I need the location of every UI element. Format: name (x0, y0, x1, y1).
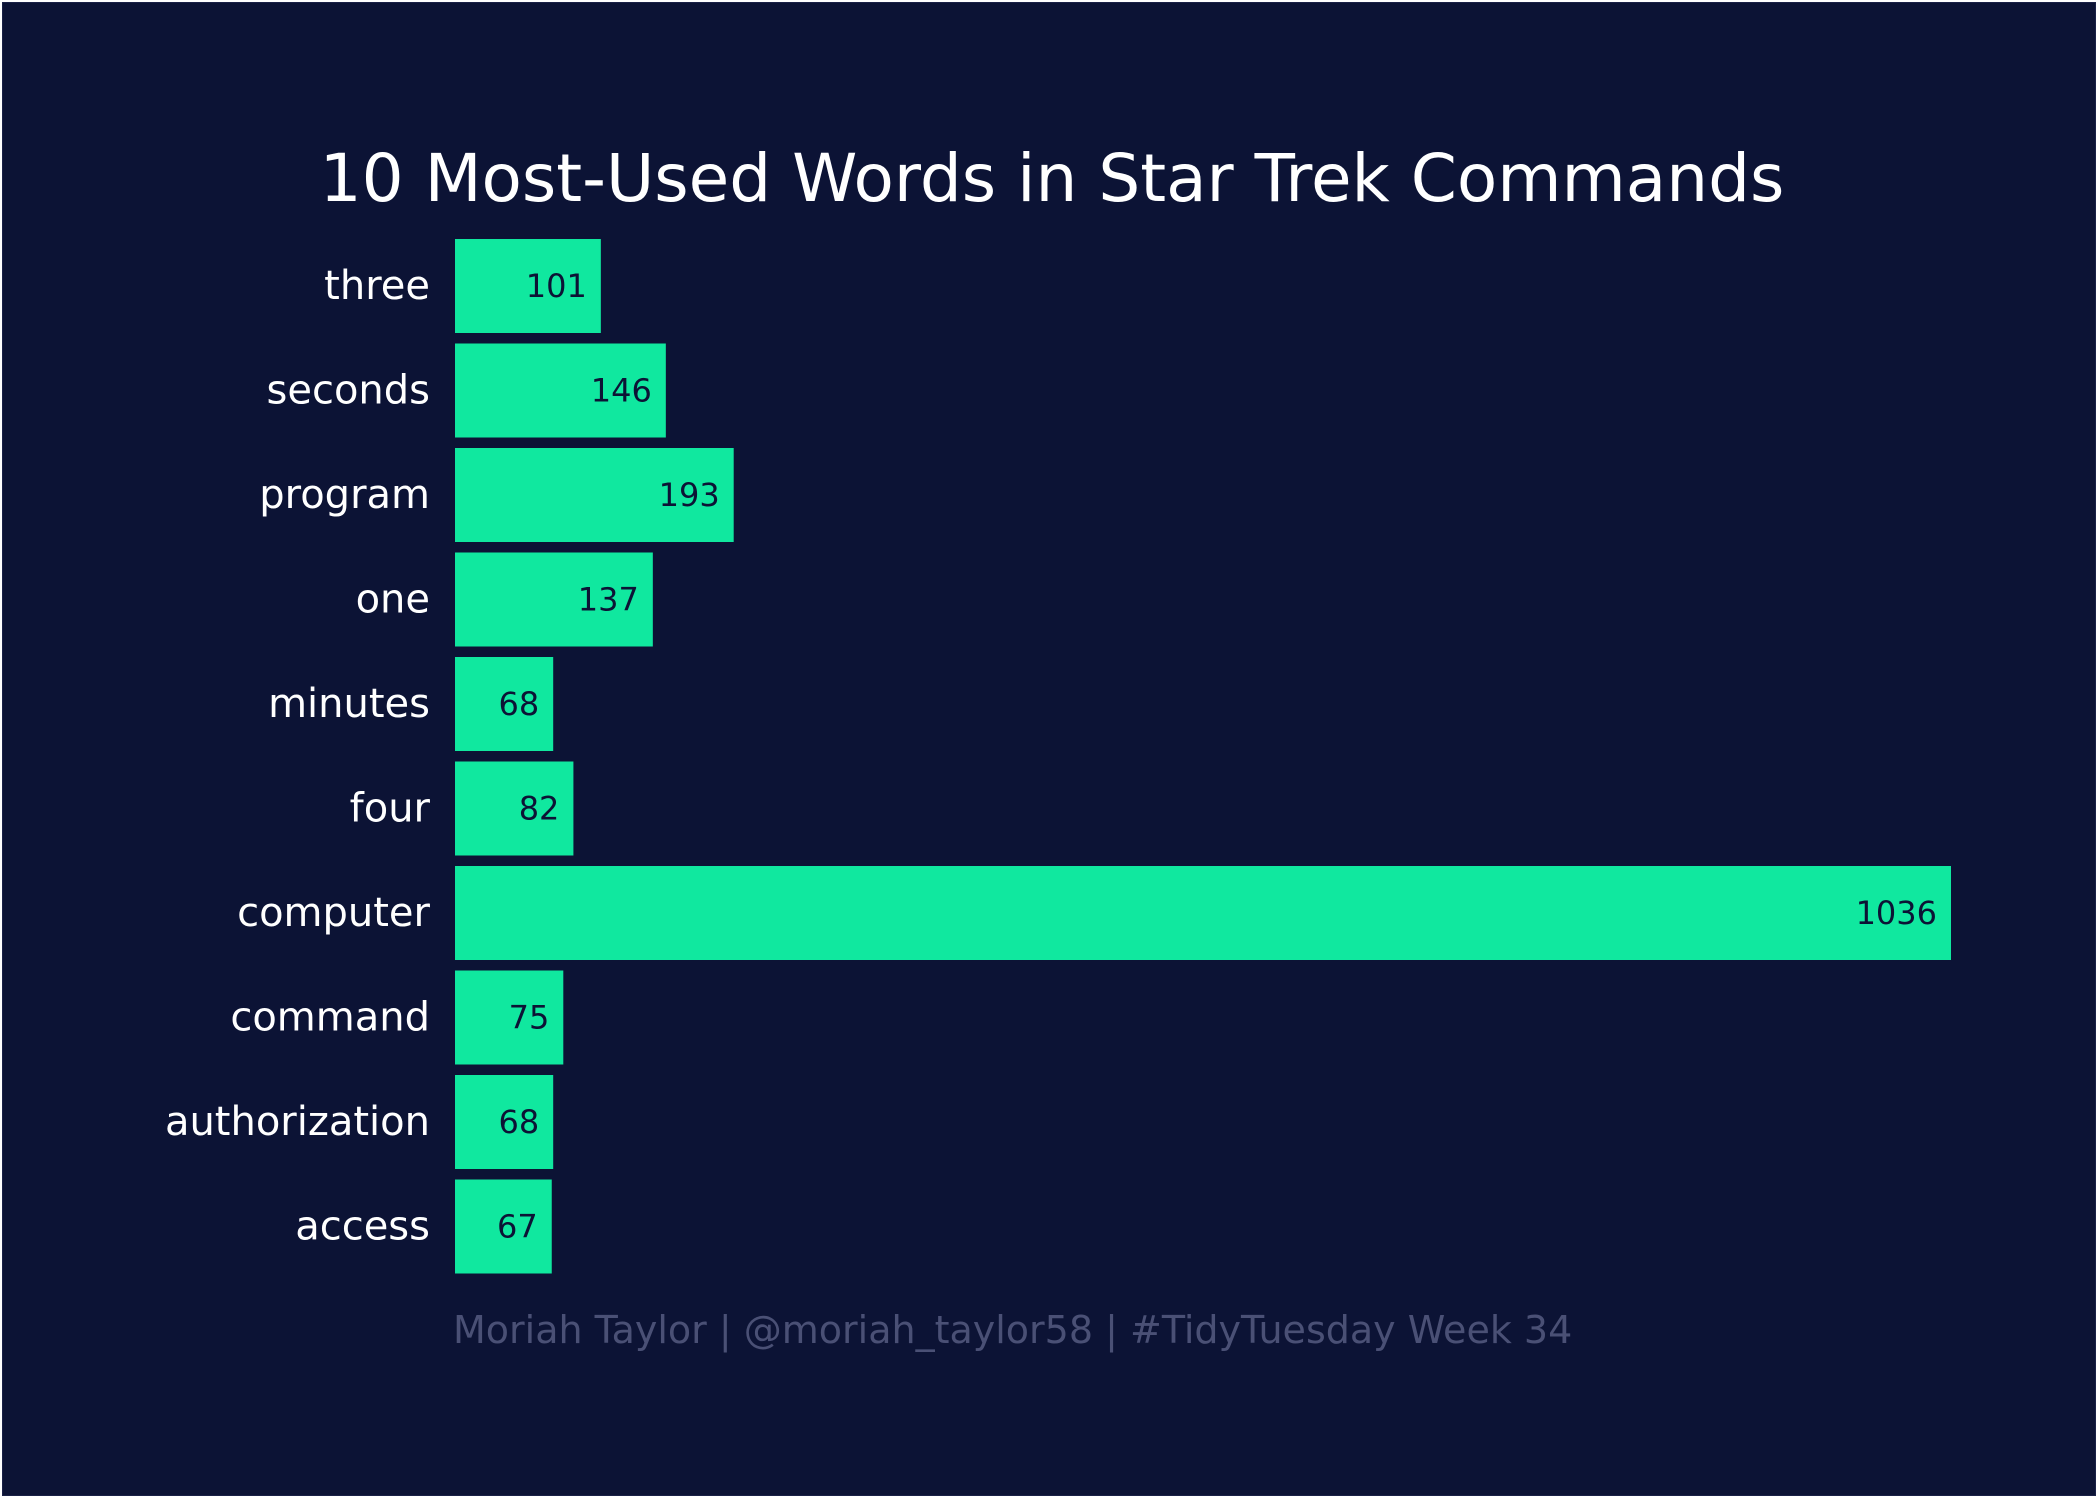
category-label-computer: computer (237, 890, 430, 936)
value-label-one: 137 (578, 581, 639, 619)
bar-program (455, 448, 734, 542)
category-label-access: access (295, 1204, 430, 1250)
bar-chart: 10 Most-Used Words in Star Trek Commands… (165, 140, 1951, 1353)
value-label-minutes: 68 (498, 685, 539, 723)
category-label-program: program (259, 472, 430, 518)
category-label-three: three (324, 263, 430, 309)
category-label-one: one (356, 577, 430, 623)
bar-minutes (455, 657, 554, 751)
bars (455, 239, 1951, 1274)
bar-three (455, 239, 601, 333)
value-labels: 101 146 193 137 68 82 1036 75 68 67 (497, 267, 1937, 1246)
category-label-command: command (230, 995, 430, 1041)
value-label-command: 75 (509, 999, 550, 1037)
category-label-minutes: minutes (268, 681, 430, 727)
value-label-computer: 1036 (1856, 894, 1937, 932)
value-label-three: 101 (526, 267, 587, 305)
value-label-authorization: 68 (498, 1103, 539, 1141)
value-label-program: 193 (659, 476, 720, 514)
category-labels: three seconds program one minutes four compute… (165, 263, 431, 1250)
chart-title: 10 Most-Used Words in Star Trek Commands (320, 140, 1785, 217)
category-label-four: four (350, 786, 431, 832)
bar-access (455, 1179, 552, 1274)
bar-computer (455, 866, 1951, 960)
chart-caption: Moriah Taylor | @moriah_taylor58 | #Tidy… (453, 1308, 1572, 1353)
bar-command (455, 970, 564, 1065)
category-label-seconds: seconds (267, 368, 431, 414)
bar-one (455, 552, 653, 647)
category-label-authorization: authorization (165, 1099, 430, 1145)
bar-four (455, 761, 574, 856)
bar-authorization (455, 1075, 554, 1169)
bar-seconds (455, 343, 666, 438)
value-label-seconds: 146 (591, 372, 652, 410)
value-label-access: 67 (497, 1208, 538, 1246)
value-label-four: 82 (519, 790, 560, 828)
